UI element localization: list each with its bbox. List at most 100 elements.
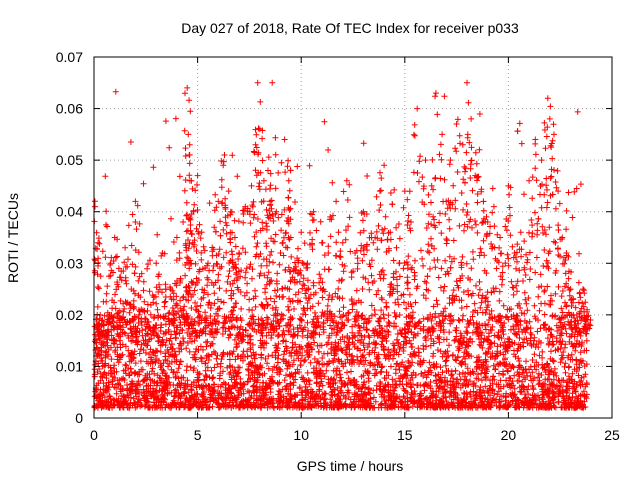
data-point: [452, 367, 459, 374]
data-point: [371, 361, 378, 368]
data-point: [325, 147, 332, 153]
data-point: [452, 205, 459, 212]
data-point: [494, 343, 501, 350]
data-point: [189, 185, 196, 192]
data-point: [140, 180, 147, 187]
data-point: [286, 371, 293, 378]
data-point: [122, 343, 129, 350]
data-point: [381, 315, 388, 322]
data-point: [236, 364, 243, 371]
data-point: [183, 345, 190, 352]
data-point: [144, 342, 151, 349]
data-point: [340, 188, 347, 195]
peak-point: [225, 188, 232, 195]
data-point: [162, 118, 169, 125]
data-point: [288, 253, 295, 260]
data-point: [521, 310, 528, 317]
data-point: [551, 403, 558, 410]
data-point: [378, 368, 385, 375]
data-point: [235, 256, 242, 262]
data-point: [289, 361, 296, 368]
data-point: [294, 163, 301, 170]
data-point: [446, 342, 452, 349]
data-point: [395, 221, 402, 227]
data-point: [259, 157, 266, 164]
data-point: [195, 321, 202, 327]
peak-point: [194, 172, 201, 179]
data-point: [120, 308, 127, 315]
data-point: [186, 160, 193, 167]
data-point: [130, 297, 137, 304]
data-point: [166, 144, 173, 151]
data-point: [181, 127, 188, 134]
data-point: [240, 219, 247, 226]
data-point: [269, 367, 276, 374]
data-point: [348, 368, 354, 375]
peak-point: [252, 141, 259, 148]
data-point: [198, 256, 205, 263]
data-point: [300, 375, 307, 381]
data-point: [577, 349, 584, 356]
data-point: [220, 349, 227, 356]
data-point: [282, 169, 289, 176]
data-point: [256, 186, 263, 193]
data-point: [516, 120, 523, 127]
data-point: [218, 176, 225, 183]
data-point: [262, 355, 269, 362]
data-point: [168, 215, 174, 222]
data-point: [470, 388, 477, 395]
data-point: [95, 380, 102, 387]
data-point: [496, 360, 503, 367]
data-point: [114, 253, 120, 260]
data-point: [561, 363, 568, 370]
data-point: [321, 373, 328, 380]
data-point: [246, 306, 253, 313]
data-point: [315, 300, 322, 307]
data-point: [269, 378, 276, 385]
data-point: [248, 352, 255, 359]
data-point: [182, 90, 188, 97]
data-point: [406, 380, 412, 386]
data-point: [233, 316, 240, 323]
data-point: [381, 225, 388, 232]
data-point: [576, 250, 582, 257]
data-point: [186, 141, 193, 148]
data-point: [269, 400, 276, 407]
data-point: [243, 265, 250, 272]
data-point: [234, 173, 241, 180]
data-point: [213, 204, 220, 211]
data-point: [186, 172, 193, 179]
data-point: [550, 121, 557, 128]
data-point: [364, 344, 371, 351]
data-point: [345, 375, 352, 382]
data-point: [194, 181, 200, 188]
data-point: [454, 354, 461, 361]
data-point: [437, 364, 444, 371]
data-point: [187, 108, 194, 115]
data-point: [544, 335, 551, 342]
data-point: [186, 97, 193, 104]
data-point: [529, 357, 536, 363]
data-point: [573, 393, 580, 400]
data-point: [246, 296, 253, 303]
data-point: [541, 119, 548, 126]
data-point: [261, 401, 268, 408]
data-point: [253, 243, 260, 250]
data-point: [238, 305, 245, 312]
data-point: [272, 185, 279, 192]
data-point: [562, 369, 569, 376]
data-point: [256, 272, 263, 279]
data-point: [94, 303, 101, 310]
data-point: [540, 263, 547, 269]
peak-point: [304, 260, 311, 267]
data-point: [504, 367, 511, 374]
data-point: [125, 256, 131, 263]
data-point: [330, 359, 337, 366]
data-point: [257, 98, 264, 105]
data-point: [217, 360, 224, 367]
data-point: [222, 380, 229, 387]
data-point: [302, 290, 309, 297]
data-point: [185, 237, 191, 243]
data-point: [437, 348, 444, 355]
data-point: [279, 240, 286, 247]
